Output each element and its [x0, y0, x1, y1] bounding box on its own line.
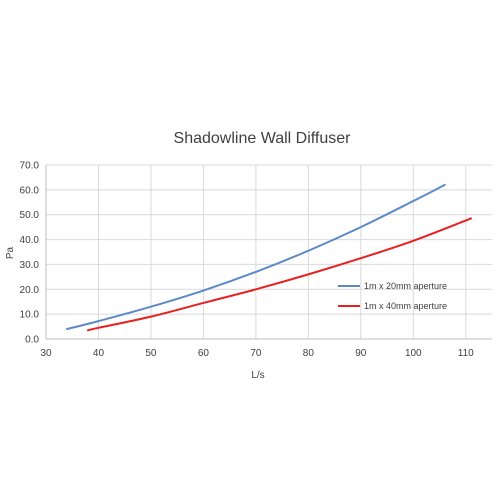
x-axis-label: L/s [251, 370, 264, 381]
series [65, 183, 473, 332]
legend-label-2: 1m x 40mm aperture [364, 301, 447, 311]
grid [46, 164, 492, 339]
y-tick-label: 40.0 [20, 235, 40, 246]
x-tick-label: 30 [40, 348, 52, 359]
y-axis-label: Pa [5, 246, 16, 259]
x-tick-label: 80 [303, 348, 315, 359]
y-tick-label: 30.0 [20, 260, 40, 271]
y-tick-label: 50.0 [20, 210, 40, 221]
x-tick-label: 110 [458, 348, 474, 359]
axes [45, 165, 492, 340]
tick-labels: 0.0 10.0 20.0 30.0 40.0 50.0 60.0 70.0 30 40 50 60 7… [20, 161, 475, 360]
y-tick-label: 20.0 [20, 285, 40, 296]
x-tick-label: 90 [355, 348, 367, 359]
y-tick-label: 10.0 [20, 310, 40, 321]
y-tick-label: 70.0 [20, 161, 40, 172]
x-tick-label: 50 [145, 348, 157, 359]
legend-label-1: 1m x 20mm aperture [364, 281, 447, 291]
y-tick-label: 0.0 [25, 335, 39, 346]
series-line-1 [65, 183, 446, 331]
x-tick-label: 40 [93, 348, 105, 359]
chart-title: Shadowline Wall Diffuser [174, 130, 352, 147]
y-tick-label: 60.0 [20, 185, 40, 196]
x-tick-label: 100 [405, 348, 422, 359]
x-tick-label: 60 [198, 348, 210, 359]
x-tick-label: 70 [250, 348, 262, 359]
series-line-2 [86, 217, 473, 332]
legend: 1m x 20mm aperture 1m x 40mm aperture [338, 281, 447, 311]
